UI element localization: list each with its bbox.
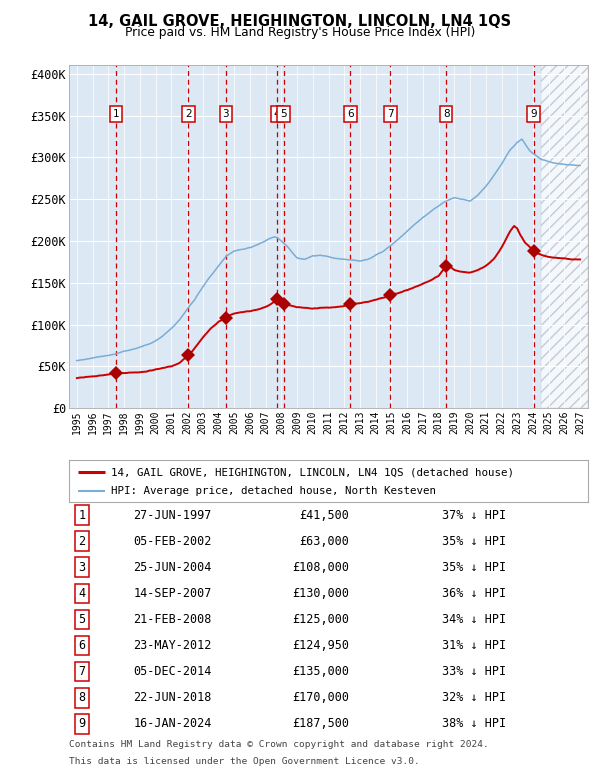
Text: 3: 3 (79, 561, 86, 574)
Text: 7: 7 (387, 109, 394, 119)
Text: Contains HM Land Registry data © Crown copyright and database right 2024.: Contains HM Land Registry data © Crown c… (69, 740, 489, 748)
Text: 21-FEB-2008: 21-FEB-2008 (134, 613, 212, 626)
Text: 37% ↓ HPI: 37% ↓ HPI (442, 509, 506, 521)
Text: £108,000: £108,000 (292, 561, 349, 574)
Text: 8: 8 (79, 691, 86, 705)
Text: 1: 1 (79, 509, 86, 521)
Text: 4: 4 (274, 109, 280, 119)
Text: 7: 7 (79, 665, 86, 678)
Text: 32% ↓ HPI: 32% ↓ HPI (442, 691, 506, 705)
Text: 3: 3 (223, 109, 229, 119)
Text: 36% ↓ HPI: 36% ↓ HPI (442, 587, 506, 600)
Text: 5: 5 (79, 613, 86, 626)
Text: 6: 6 (79, 639, 86, 652)
Text: 05-DEC-2014: 05-DEC-2014 (134, 665, 212, 678)
Text: 35% ↓ HPI: 35% ↓ HPI (442, 534, 506, 547)
Text: 31% ↓ HPI: 31% ↓ HPI (442, 639, 506, 652)
Text: 35% ↓ HPI: 35% ↓ HPI (442, 561, 506, 574)
Text: This data is licensed under the Open Government Licence v3.0.: This data is licensed under the Open Gov… (69, 757, 420, 766)
Text: 6: 6 (347, 109, 353, 119)
Text: £170,000: £170,000 (292, 691, 349, 705)
Text: HPI: Average price, detached house, North Kesteven: HPI: Average price, detached house, Nort… (110, 486, 436, 496)
Text: 23-MAY-2012: 23-MAY-2012 (134, 639, 212, 652)
Text: £187,500: £187,500 (292, 718, 349, 730)
Text: 14, GAIL GROVE, HEIGHINGTON, LINCOLN, LN4 1QS: 14, GAIL GROVE, HEIGHINGTON, LINCOLN, LN… (88, 14, 512, 28)
Text: 33% ↓ HPI: 33% ↓ HPI (442, 665, 506, 678)
Text: £63,000: £63,000 (299, 534, 349, 547)
Text: £125,000: £125,000 (292, 613, 349, 626)
Text: 9: 9 (79, 718, 86, 730)
Text: 34% ↓ HPI: 34% ↓ HPI (442, 613, 506, 626)
Text: Price paid vs. HM Land Registry's House Price Index (HPI): Price paid vs. HM Land Registry's House … (125, 26, 475, 39)
Text: 14, GAIL GROVE, HEIGHINGTON, LINCOLN, LN4 1QS (detached house): 14, GAIL GROVE, HEIGHINGTON, LINCOLN, LN… (110, 467, 514, 477)
Text: 16-JAN-2024: 16-JAN-2024 (134, 718, 212, 730)
Text: 1: 1 (113, 109, 119, 119)
Text: 27-JUN-1997: 27-JUN-1997 (134, 509, 212, 521)
Text: 9: 9 (530, 109, 537, 119)
Text: £135,000: £135,000 (292, 665, 349, 678)
Text: £41,500: £41,500 (299, 509, 349, 521)
Text: 2: 2 (79, 534, 86, 547)
Text: £124,950: £124,950 (292, 639, 349, 652)
Text: 5: 5 (280, 109, 287, 119)
Text: 4: 4 (79, 587, 86, 600)
Text: £130,000: £130,000 (292, 587, 349, 600)
Text: 22-JUN-2018: 22-JUN-2018 (134, 691, 212, 705)
Text: 38% ↓ HPI: 38% ↓ HPI (442, 718, 506, 730)
Text: 25-JUN-2004: 25-JUN-2004 (134, 561, 212, 574)
Text: 05-FEB-2002: 05-FEB-2002 (134, 534, 212, 547)
Text: 14-SEP-2007: 14-SEP-2007 (134, 587, 212, 600)
Text: 8: 8 (443, 109, 449, 119)
Text: 2: 2 (185, 109, 191, 119)
